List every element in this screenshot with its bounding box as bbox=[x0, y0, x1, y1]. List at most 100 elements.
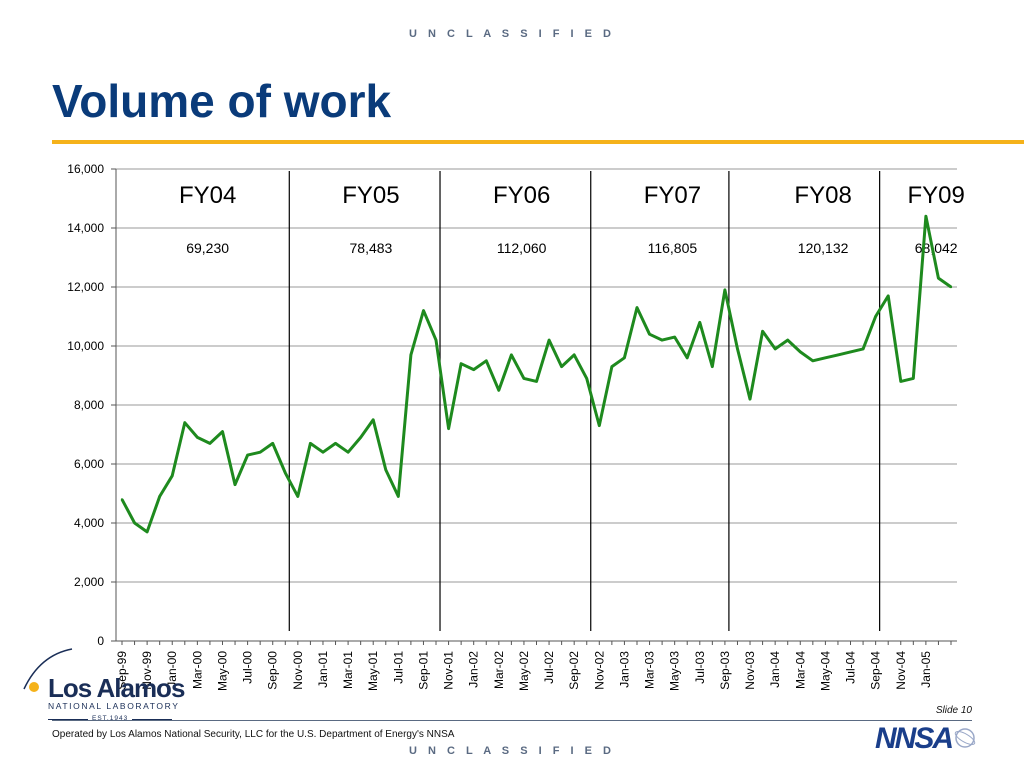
data-point bbox=[723, 288, 727, 292]
data-point bbox=[522, 377, 526, 380]
data-point bbox=[686, 356, 689, 359]
x-tick-label: May-02 bbox=[517, 651, 531, 690]
data-point bbox=[258, 451, 262, 454]
data-point bbox=[120, 498, 124, 501]
data-point bbox=[572, 353, 576, 357]
fiscal-year-label: FY04 bbox=[179, 182, 236, 209]
data-point bbox=[510, 353, 513, 357]
fiscal-year-total: 78,483 bbox=[350, 240, 393, 256]
data-point bbox=[472, 368, 475, 371]
data-point bbox=[874, 315, 877, 318]
data-point bbox=[899, 380, 902, 383]
data-point bbox=[547, 338, 551, 342]
x-tick-label: Mar-03 bbox=[643, 651, 657, 689]
fiscal-year-label: FY07 bbox=[644, 182, 701, 209]
logo-wordmark: Los Alamos bbox=[48, 673, 185, 703]
fiscal-year-label: FY06 bbox=[493, 182, 550, 209]
data-point bbox=[585, 377, 588, 380]
classification-banner-top: U N C L A S S I F I E D bbox=[409, 28, 615, 40]
x-tick-label: Nov-04 bbox=[894, 651, 908, 690]
x-tick-label: Nov-01 bbox=[442, 651, 456, 690]
x-tick-label: Jul-02 bbox=[542, 651, 556, 684]
x-tick-label: Nov-00 bbox=[291, 651, 305, 690]
data-point bbox=[309, 442, 312, 445]
data-point bbox=[648, 333, 651, 336]
data-point bbox=[208, 442, 212, 445]
data-point bbox=[145, 530, 149, 534]
x-tick-label: Mar-04 bbox=[793, 651, 807, 689]
data-point bbox=[434, 338, 438, 342]
x-axis: Sep-99 Nov-99 Jan-00 Mar-00 May-00 Jul-00 Sep-… bbox=[115, 640, 957, 690]
nnsa-logo-text: NNSA bbox=[875, 722, 952, 754]
footer-divider bbox=[52, 720, 972, 721]
data-point bbox=[886, 294, 890, 298]
fiscal-year-dividers bbox=[288, 171, 881, 631]
fiscal-year-total: 68,042 bbox=[915, 240, 958, 256]
logo-est-rule-left bbox=[48, 719, 88, 720]
data-point bbox=[485, 359, 488, 362]
data-point bbox=[535, 380, 538, 383]
data-point bbox=[321, 451, 325, 454]
data-point bbox=[673, 335, 676, 339]
data-point bbox=[447, 427, 450, 430]
slide-number: Slide 10 bbox=[935, 705, 972, 716]
data-point bbox=[811, 359, 815, 362]
fiscal-year-total: 112,060 bbox=[497, 240, 547, 256]
logo-est-rule-right bbox=[132, 719, 172, 720]
x-tick-label: Nov-99 bbox=[140, 651, 154, 690]
data-point bbox=[786, 338, 789, 342]
logo-established: EST.1943 bbox=[92, 715, 129, 722]
x-tick-label: Nov-03 bbox=[743, 651, 757, 690]
data-point bbox=[158, 495, 161, 498]
data-point bbox=[422, 309, 425, 312]
data-point bbox=[836, 353, 840, 357]
x-tick-label: Jul-01 bbox=[391, 651, 405, 684]
data-point bbox=[296, 495, 300, 498]
x-tick-label: Jul-04 bbox=[844, 651, 858, 684]
data-point bbox=[372, 418, 375, 421]
x-tick-label: May-04 bbox=[818, 651, 832, 690]
data-point bbox=[635, 306, 639, 309]
data-point bbox=[610, 365, 614, 368]
x-tick-label: Sep-04 bbox=[869, 651, 883, 690]
x-tick-label: Jul-03 bbox=[693, 651, 707, 684]
data-point bbox=[233, 483, 237, 486]
volume-series-line bbox=[120, 214, 952, 534]
volume-line-chart: 0 2,000 4,000 6,000 8,000 10,000 12,000 14,000 1… bbox=[67, 162, 965, 690]
data-point bbox=[949, 285, 953, 289]
data-point bbox=[497, 389, 501, 392]
x-tick-label: Jan-05 bbox=[919, 651, 933, 688]
x-tick-label: Jul-00 bbox=[241, 651, 255, 684]
data-point bbox=[196, 436, 199, 439]
x-tick-label: May-00 bbox=[215, 651, 229, 690]
data-point bbox=[246, 453, 249, 457]
y-tick-label: 14,000 bbox=[67, 221, 104, 235]
y-tick-label: 4,000 bbox=[74, 516, 104, 530]
x-tick-label: Sep-00 bbox=[266, 651, 280, 690]
fiscal-year-label: FY08 bbox=[794, 182, 851, 209]
data-point bbox=[221, 430, 224, 433]
data-point bbox=[623, 356, 626, 359]
x-tick-label: Nov-02 bbox=[592, 651, 606, 690]
data-point bbox=[761, 330, 764, 333]
x-tick-label: Sep-03 bbox=[718, 651, 732, 690]
x-tick-label: May-03 bbox=[668, 651, 682, 690]
x-tick-label: Mar-01 bbox=[341, 651, 355, 689]
data-point bbox=[736, 347, 739, 351]
fiscal-year-label: FY09 bbox=[907, 182, 964, 209]
y-tick-label: 10,000 bbox=[67, 339, 104, 353]
title-underline bbox=[52, 140, 1024, 144]
x-tick-label: Sep-99 bbox=[115, 651, 129, 690]
data-point bbox=[133, 521, 136, 525]
los-alamos-logo: Los Alamos NATIONAL LABORATORY EST.1943 bbox=[20, 645, 190, 725]
x-tick-label: May-01 bbox=[366, 651, 380, 690]
data-point bbox=[271, 442, 274, 445]
data-point bbox=[171, 474, 174, 477]
data-point bbox=[773, 347, 777, 351]
data-point bbox=[698, 321, 701, 324]
data-point bbox=[748, 397, 752, 401]
data-point bbox=[397, 495, 400, 498]
data-point bbox=[459, 362, 463, 365]
data-point bbox=[560, 365, 563, 368]
nnsa-logo: NNSA bbox=[875, 722, 976, 754]
